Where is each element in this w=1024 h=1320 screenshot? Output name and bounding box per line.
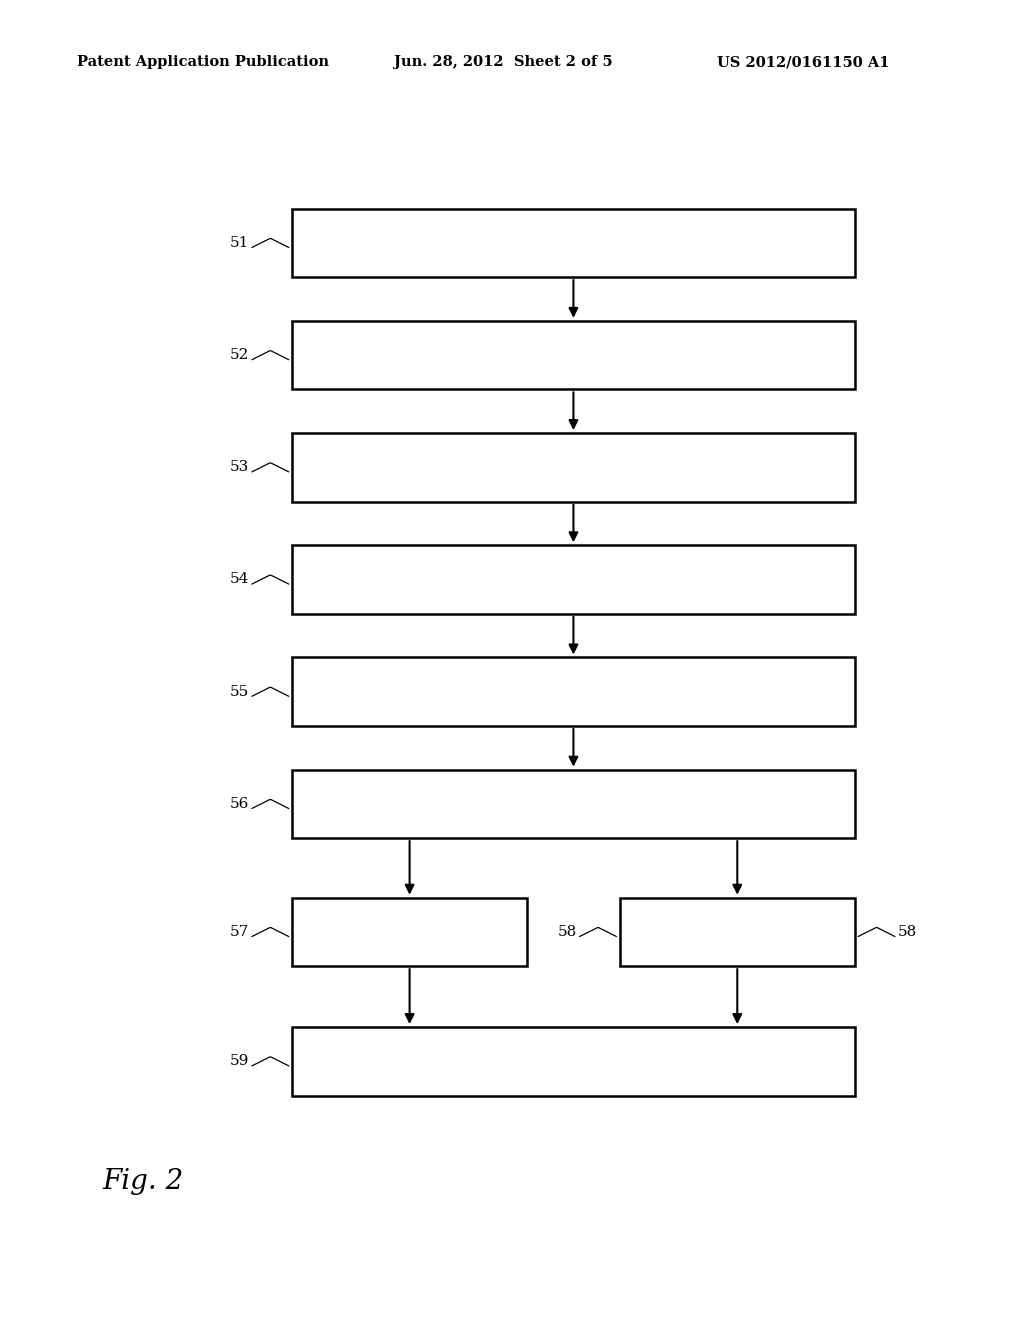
Text: Fig. 2: Fig. 2 xyxy=(102,1168,183,1195)
Bar xyxy=(292,321,855,389)
Text: 58: 58 xyxy=(898,925,918,939)
Text: Patent Application Publication: Patent Application Publication xyxy=(77,55,329,70)
Text: 56: 56 xyxy=(229,797,249,810)
Bar xyxy=(292,545,855,614)
Bar xyxy=(292,657,855,726)
Bar xyxy=(292,1027,855,1096)
Text: 53: 53 xyxy=(229,461,249,474)
Text: 51: 51 xyxy=(229,236,249,249)
Bar xyxy=(620,898,855,966)
Bar xyxy=(292,209,855,277)
Text: 54: 54 xyxy=(229,573,249,586)
Text: 55: 55 xyxy=(229,685,249,698)
Text: 57: 57 xyxy=(229,925,249,939)
Text: Jun. 28, 2012  Sheet 2 of 5: Jun. 28, 2012 Sheet 2 of 5 xyxy=(394,55,613,70)
Text: 58: 58 xyxy=(557,925,577,939)
Bar xyxy=(292,433,855,502)
Text: 59: 59 xyxy=(229,1055,249,1068)
Text: 52: 52 xyxy=(229,348,249,362)
Bar xyxy=(292,898,527,966)
Text: US 2012/0161150 A1: US 2012/0161150 A1 xyxy=(717,55,889,70)
Bar xyxy=(292,770,855,838)
